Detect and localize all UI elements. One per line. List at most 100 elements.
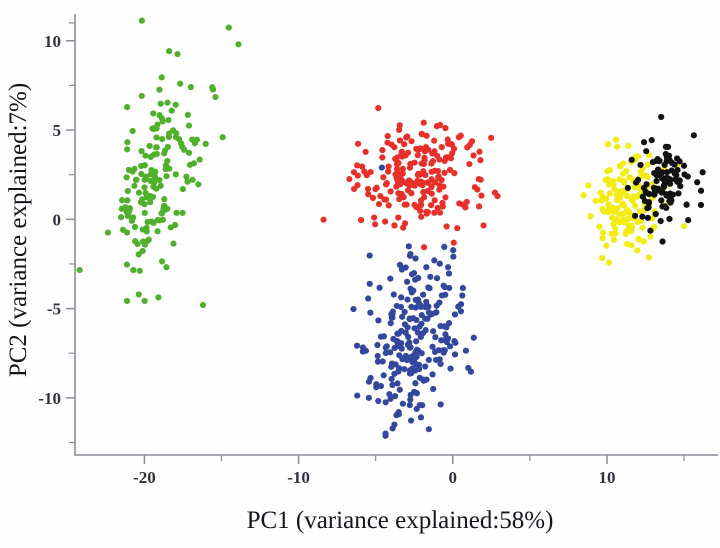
data-point	[651, 191, 658, 198]
data-point	[388, 375, 395, 383]
y-tick-label: 5	[53, 121, 62, 140]
data-point	[431, 257, 438, 264]
data-point	[616, 211, 623, 218]
data-point	[396, 261, 404, 268]
data-point	[135, 189, 143, 196]
data-point	[699, 169, 706, 176]
data-point	[123, 261, 131, 268]
data-point	[428, 190, 435, 197]
data-point	[382, 399, 389, 406]
data-point	[606, 166, 614, 174]
data-point	[480, 222, 487, 229]
data-point	[690, 132, 697, 139]
data-points-group	[76, 17, 706, 439]
data-point	[631, 202, 639, 209]
data-point	[459, 284, 466, 292]
data-point	[431, 137, 438, 144]
data-point	[406, 402, 413, 409]
data-point	[619, 160, 627, 167]
data-point	[651, 185, 658, 192]
data-point	[454, 225, 461, 232]
data-point	[612, 225, 619, 232]
data-point	[189, 176, 196, 183]
data-point	[425, 146, 432, 153]
data-point	[417, 414, 425, 421]
data-point	[161, 196, 168, 203]
data-point	[398, 294, 405, 301]
data-point	[165, 116, 172, 124]
data-point	[376, 284, 383, 291]
data-point	[158, 115, 166, 122]
data-point	[414, 329, 422, 336]
x-axis-title: PC1 (variance explained:58%)	[247, 507, 554, 534]
data-point	[346, 175, 353, 183]
data-point	[156, 176, 163, 184]
data-point	[396, 122, 403, 129]
data-point	[611, 185, 618, 193]
data-point	[202, 140, 209, 147]
data-point	[391, 421, 398, 428]
data-point	[600, 208, 608, 215]
data-point	[625, 215, 632, 223]
data-point	[625, 208, 633, 215]
data-point	[365, 295, 372, 302]
data-point	[417, 145, 424, 152]
data-point	[387, 188, 394, 195]
data-point	[119, 197, 126, 204]
data-point	[436, 299, 443, 306]
data-point	[397, 173, 404, 180]
data-point	[417, 201, 425, 208]
series-red-cluster	[320, 105, 499, 251]
data-point	[390, 291, 397, 298]
data-point	[147, 177, 154, 185]
data-point	[130, 266, 137, 274]
data-point	[606, 190, 613, 197]
data-point	[158, 258, 166, 265]
data-point	[457, 308, 465, 315]
data-point	[135, 291, 142, 298]
x-tick-label: -20	[133, 468, 156, 487]
data-point	[467, 368, 474, 375]
data-point	[439, 199, 446, 207]
data-point	[141, 297, 148, 305]
data-point	[357, 216, 365, 224]
data-point	[365, 191, 372, 198]
data-point	[388, 363, 395, 370]
data-point	[375, 317, 382, 324]
data-point	[386, 391, 393, 398]
data-point	[413, 390, 420, 397]
data-point	[694, 179, 701, 186]
data-point	[411, 159, 418, 166]
data-point	[426, 285, 433, 292]
data-point	[164, 99, 171, 106]
data-point	[408, 271, 416, 278]
data-point	[374, 352, 381, 360]
data-point	[459, 201, 466, 208]
data-point	[369, 194, 377, 202]
data-point	[677, 182, 684, 190]
data-point	[379, 358, 386, 365]
data-point	[158, 210, 165, 217]
data-point	[406, 252, 414, 259]
data-point	[437, 401, 444, 408]
data-point	[697, 187, 705, 194]
data-point	[657, 218, 664, 225]
data-point	[455, 134, 462, 141]
data-point	[184, 178, 191, 185]
data-point	[219, 134, 226, 141]
data-point	[164, 157, 171, 165]
data-point	[429, 371, 436, 378]
data-point	[150, 110, 157, 117]
data-point	[126, 207, 133, 214]
data-point	[635, 235, 642, 243]
data-point	[350, 305, 357, 313]
data-point	[185, 122, 193, 129]
data-point	[674, 166, 681, 174]
data-point	[441, 347, 448, 354]
data-point	[395, 408, 402, 416]
data-point	[407, 417, 415, 424]
data-point	[387, 320, 394, 327]
data-point	[451, 311, 459, 318]
